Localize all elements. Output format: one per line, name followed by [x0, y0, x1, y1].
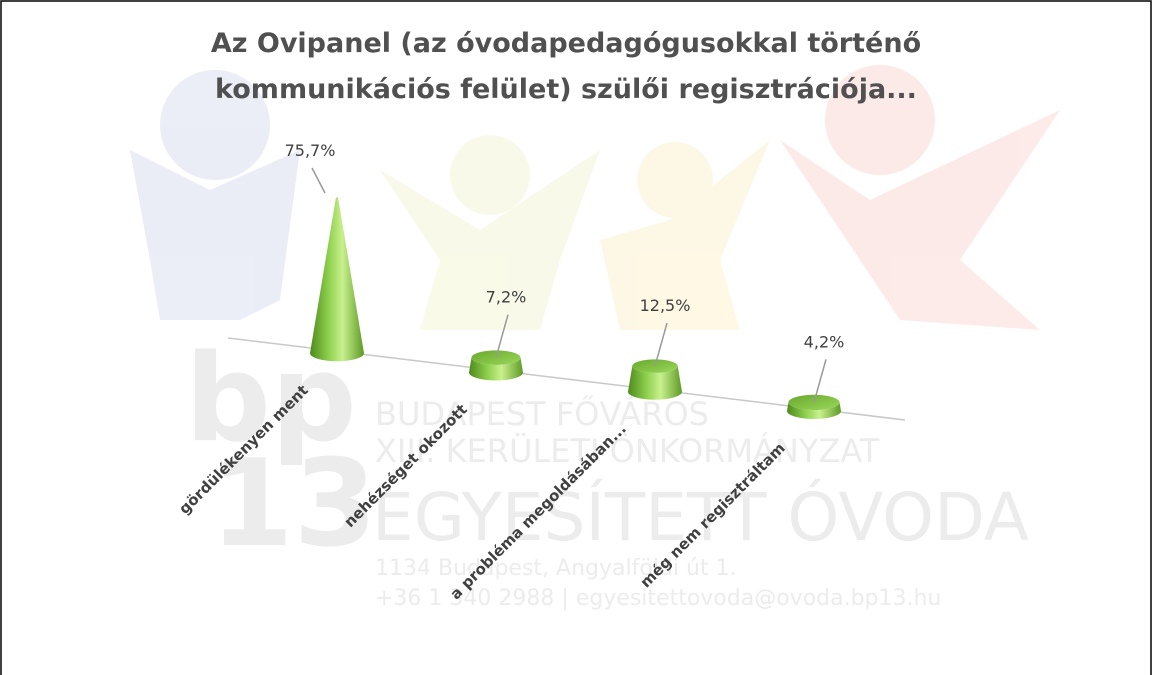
watermark-line: 1134 Budapest, Angyalföldi út 1. — [375, 556, 737, 581]
chart: bp 13 BUDAPEST FŐVÁROS XIII. KERÜLETI ÖN… — [0, 0, 1152, 675]
data-label: 4,2% — [804, 332, 845, 351]
chart-title: kommunikációs felület) szülői regisztrác… — [215, 74, 917, 105]
data-label: 7,2% — [486, 288, 527, 307]
data-label: 75,7% — [285, 141, 336, 160]
data-label: 12,5% — [640, 296, 691, 315]
watermark-line: BUDAPEST FŐVÁROS — [375, 394, 709, 433]
chart-title: Az Ovipanel (az óvodapedagógusokkal tört… — [211, 28, 921, 59]
page: {"chart_data": {"type": "cone", "title_l… — [0, 0, 1152, 675]
watermark-line: XIII. KERÜLETI ÖNKORMÁNYZAT — [375, 432, 880, 470]
cone-top — [336, 198, 338, 199]
